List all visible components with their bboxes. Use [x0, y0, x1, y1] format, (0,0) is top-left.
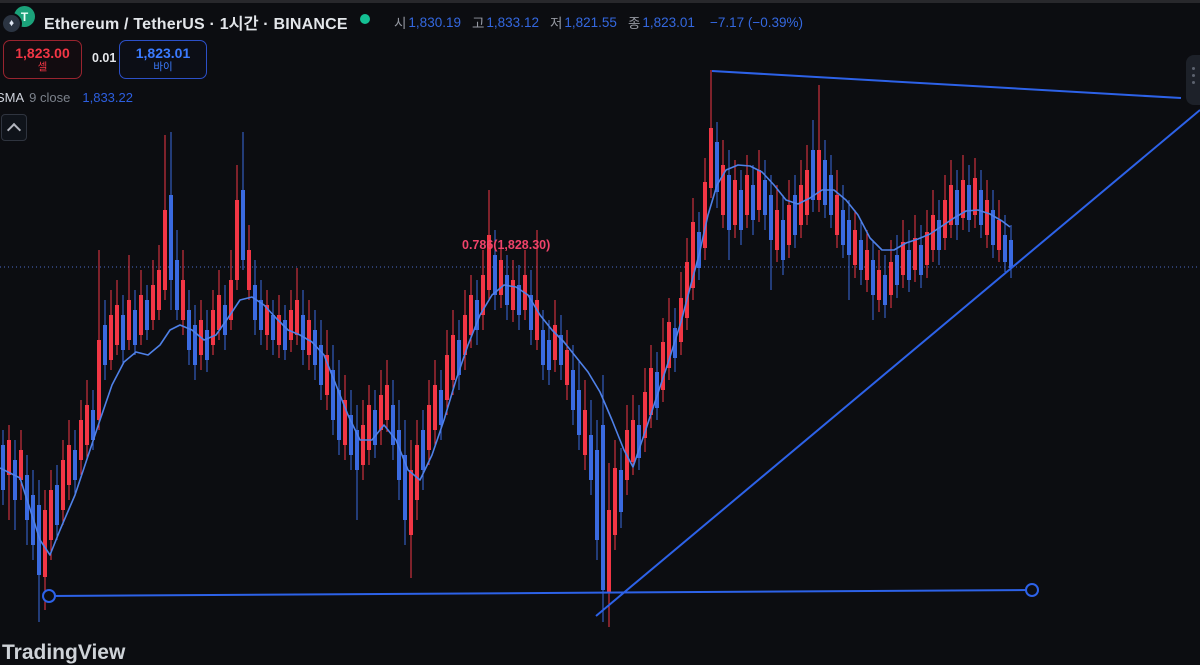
sell-price: 1,823.00	[15, 45, 70, 61]
high-value: 1,833.12	[486, 14, 539, 30]
indicator-name: SMA	[0, 90, 25, 105]
sell-label: 셀	[37, 61, 48, 73]
window-top-edge	[0, 0, 1200, 3]
indicator-legend-sma[interactable]: SMA 9 close 1,833.22	[0, 90, 133, 105]
close-value: 1,823.01	[642, 14, 695, 30]
fib-level-label: 0.786(1,828.30)	[462, 238, 551, 252]
open-value: 1,830.19	[408, 14, 461, 30]
dot-icon	[1192, 81, 1195, 84]
spread-value: 0.01	[92, 51, 117, 65]
high-label: 고	[471, 16, 485, 31]
buy-button[interactable]: 1,823.01 바이	[119, 40, 207, 79]
sell-button[interactable]: 1,823.00 셀	[3, 40, 82, 79]
indicator-params: 9 close	[29, 90, 71, 105]
ohlc-open: 시 1,830.19	[394, 12, 461, 32]
symbol-title[interactable]: Ethereum / TetherUS · 1시간 · BINANCE	[44, 16, 348, 33]
dot-icon	[1192, 67, 1195, 70]
drawing-toolbar-stub[interactable]	[1186, 55, 1200, 105]
market-open-status-icon	[360, 14, 370, 24]
buy-price: 1,823.01	[135, 45, 191, 61]
low-value: 1,821.55	[564, 14, 617, 30]
close-label: 종	[627, 16, 641, 31]
ohlc-low: 저 1,821.55	[550, 12, 617, 32]
price-chart[interactable]	[0, 0, 1200, 650]
symbol-pair-logo: T ♦	[0, 0, 42, 34]
price-change: −7.17 (−0.39%)	[709, 14, 804, 30]
open-label: 시	[394, 16, 407, 31]
buy-label: 바이	[153, 61, 173, 73]
ohlc-row: 시 1,830.19 고 1,833.12 저 1,821.55 종 1,823…	[394, 12, 803, 32]
ohlc-close: 종 1,823.01	[628, 12, 695, 32]
low-label: 저	[549, 16, 563, 31]
ohlc-high: 고 1,833.12	[472, 12, 539, 32]
tradingview-logo: TradingView	[2, 641, 126, 664]
dot-icon	[1192, 74, 1195, 77]
indicator-value: 1,833.22	[82, 90, 133, 105]
ethereum-icon: ♦	[1, 13, 22, 34]
legend-collapse-button[interactable]	[1, 114, 27, 141]
